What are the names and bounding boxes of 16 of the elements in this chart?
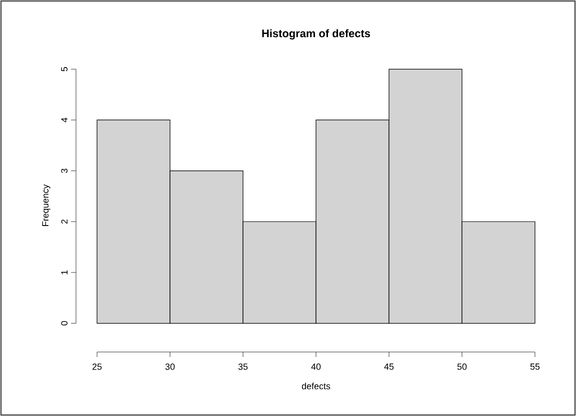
x-tick-label: 45 <box>384 364 394 370</box>
y-tick-label: 3 <box>61 168 68 173</box>
y-axis-title: Frequency <box>42 184 50 226</box>
x-tick-label: 55 <box>530 364 540 370</box>
y-tick-label: 4 <box>61 118 68 122</box>
x-tick-label: 40 <box>311 364 321 370</box>
x-tick-label: 30 <box>165 364 175 370</box>
x-axis-title: defects <box>302 382 330 390</box>
y-tick-label: 2 <box>61 220 68 224</box>
x-tick-label: 25 <box>92 364 102 370</box>
y-tick-label: 0 <box>61 321 68 326</box>
y-tick-label: 5 <box>61 67 68 72</box>
chart-title: Histogram of defects <box>262 29 370 40</box>
x-tick-label: 35 <box>238 364 248 370</box>
x-tick-label: 50 <box>457 364 467 370</box>
y-tick-label: 1 <box>61 270 68 274</box>
